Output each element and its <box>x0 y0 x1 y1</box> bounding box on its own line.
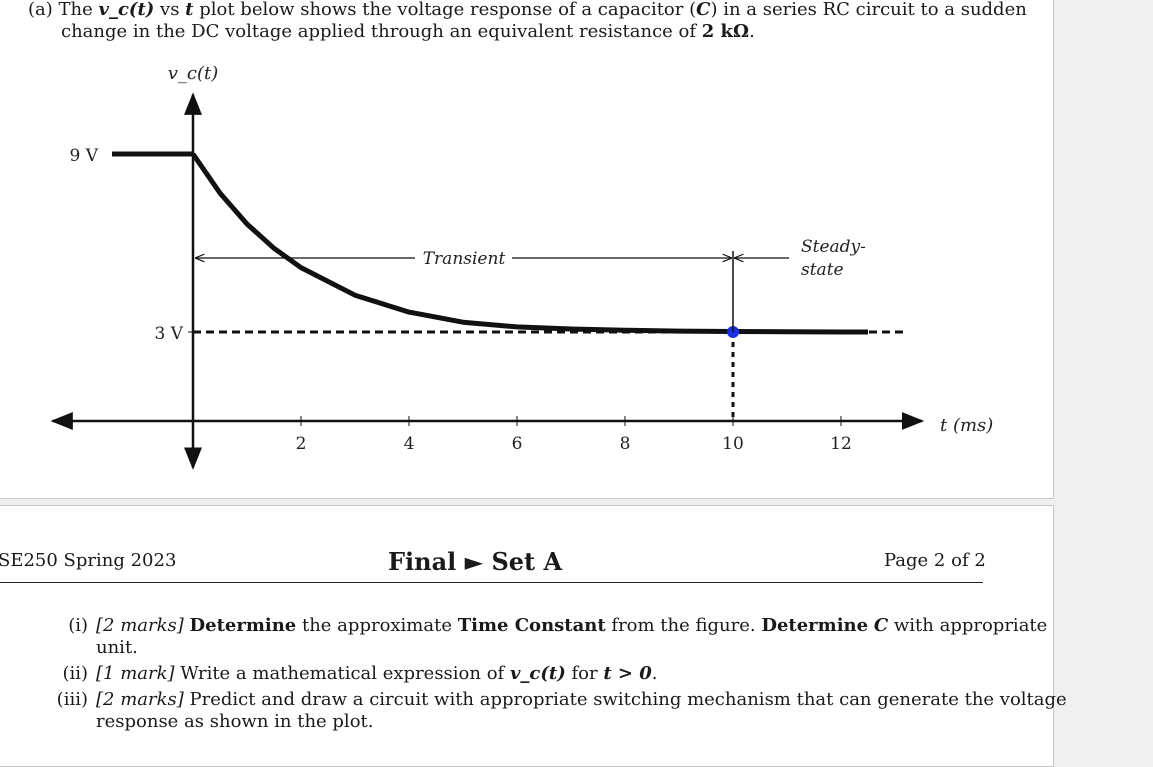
question-line-1: (a) The v_c(t) vs t plot below shows the… <box>28 0 1027 20</box>
y-tick-label-9v: 9 V <box>70 146 99 166</box>
x-tick-label: 12 <box>830 434 852 454</box>
x-tick-label: 8 <box>620 434 631 454</box>
page-number: Page 2 of 2 <box>884 550 986 571</box>
part-iii-continuation: response as shown in the plot. <box>96 711 374 732</box>
resistance-value: 2 kΩ <box>701 21 750 42</box>
vc-symbol: v_c(t) <box>98 0 155 20</box>
part-i-number: (i) <box>68 615 88 636</box>
exam-page-lower <box>0 505 1054 767</box>
x-tick-label: 2 <box>296 434 307 454</box>
part-iii-number: (iii) <box>56 689 88 710</box>
vc-vs-t-chart: Transient Steady-state 2 4 6 8 10 12 9 V 3 V v_c(… <box>50 63 993 470</box>
y-tick-label-3v: 3 V <box>155 324 184 344</box>
transient-label: Transient <box>423 249 506 269</box>
part-ii-text: [1 mark] Write a mathematical expression… <box>96 663 658 684</box>
part-i-continuation: unit. <box>96 637 138 658</box>
part-ii-number: (ii) <box>62 663 88 684</box>
x-axis-label: t (ms) <box>940 415 993 436</box>
x-tick-label: 6 <box>512 434 523 454</box>
exam-title: Final ► Set A <box>388 547 563 576</box>
steady-state-label-line2: state <box>801 260 844 280</box>
capacitor-voltage-curve <box>190 152 868 335</box>
steady-state-label-line1: Steady- <box>801 237 866 257</box>
course-label: SE250 Spring 2023 <box>0 550 177 571</box>
part-iii-text: [2 marks] Predict and draw a circuit wit… <box>96 689 1067 710</box>
header-rule <box>0 582 983 583</box>
x-tick-label: 10 <box>722 434 744 454</box>
part-i-text: [2 marks] Determine the approximate Time… <box>96 615 1048 636</box>
y-axis-label: v_c(t) <box>168 63 219 84</box>
question-label: (a) <box>28 0 53 20</box>
x-tick-label: 4 <box>404 434 415 454</box>
question-line-2: change in the DC voltage applied through… <box>61 21 755 42</box>
